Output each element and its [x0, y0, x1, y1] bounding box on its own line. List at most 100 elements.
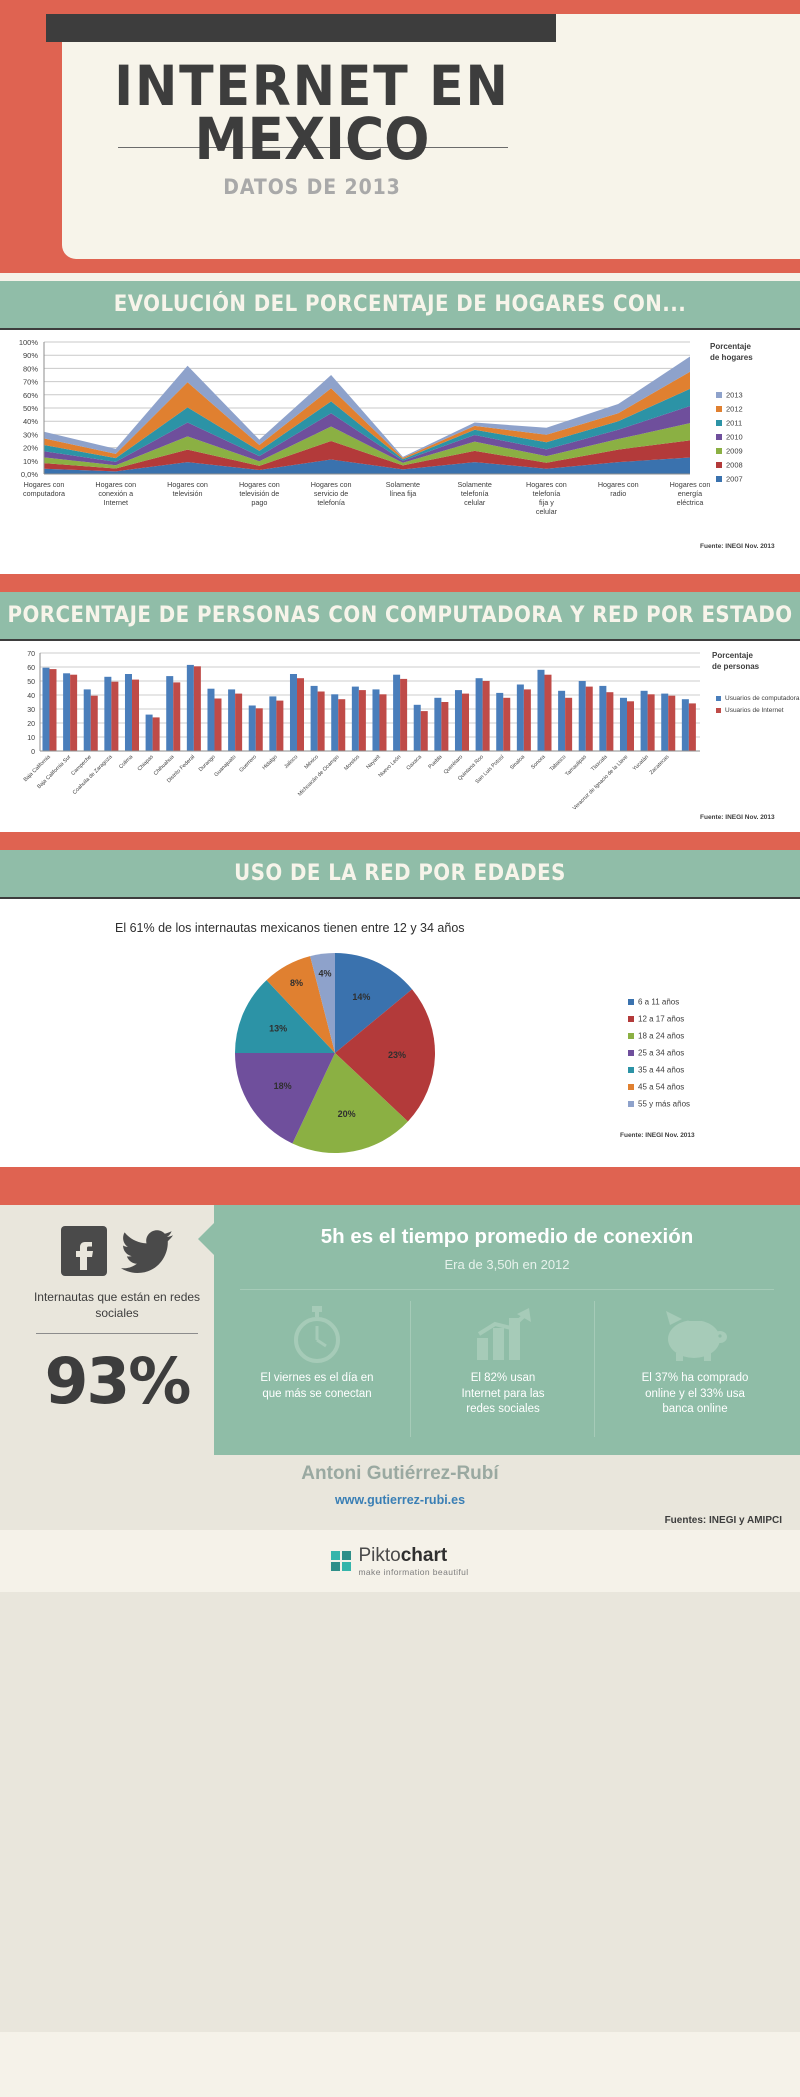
bar-xcat: Tlaxcala [590, 754, 608, 772]
bar [503, 697, 511, 751]
bar [83, 689, 91, 751]
footer-headline: 5h es el tiempo promedio de conexión [320, 1225, 694, 1248]
area-ytick: 10% [23, 457, 38, 466]
area-xcat: eléctrica [677, 498, 704, 507]
facebook-icon [61, 1226, 107, 1276]
pie-legend-item-2[interactable]: 18 a 24 años [628, 1031, 684, 1040]
bar [516, 684, 524, 751]
pie-legend-item-3[interactable]: 25 a 34 años [628, 1048, 684, 1057]
panel1-top-rule [0, 328, 800, 330]
pie-slice-6 [310, 953, 335, 1053]
social-caption-l2: sociales [95, 1306, 139, 1321]
area-legend-item-2010[interactable]: 2010 [716, 432, 743, 442]
area-legend-item-2008[interactable]: 2008 [716, 460, 743, 470]
bar [296, 678, 304, 751]
bar [482, 681, 490, 751]
bar [372, 689, 380, 751]
bar [214, 698, 222, 751]
bar-xcat: Chiapas [137, 754, 155, 772]
area-xcat: Solamente [386, 480, 420, 489]
author-url[interactable]: www.gutierrez-rubi.es [334, 1493, 466, 1507]
area-legend-item-2011[interactable]: 2011 [716, 418, 742, 428]
bar-legend-item-0[interactable]: Usuarios de computadora [716, 695, 799, 702]
page-subtitle: DATOS DE 2013 [223, 175, 401, 199]
pie-legend-item-1[interactable]: 12 a 17 años [628, 1014, 684, 1023]
bar-xcat: Querétaro [443, 754, 464, 775]
area-xcat: conexión a [98, 489, 133, 498]
legend-swatch [628, 1049, 634, 1056]
bar [434, 697, 442, 751]
area-legend-item-2013[interactable]: 2013 [716, 390, 743, 400]
bar [166, 676, 174, 751]
legend-swatch [716, 406, 722, 413]
pie-value-label: 8% [290, 978, 303, 988]
area-legend-item-2009[interactable]: 2009 [716, 446, 743, 456]
pie-legend-item-4[interactable]: 35 a 44 años [628, 1065, 684, 1074]
footer-cell-2: El 82% usan Internet para las redes soci… [418, 1371, 588, 1418]
pie-slice-3 [235, 1053, 335, 1144]
area-xcat: telefonía [461, 489, 489, 498]
pie-slice-5 [266, 956, 335, 1053]
area-legend-item-2012[interactable]: 2012 [716, 404, 743, 414]
section2-banner-label: PORCENTAJE DE PERSONAS CON COMPUTADORA Y… [7, 603, 793, 628]
legend-swatch [628, 1083, 634, 1090]
bar [317, 691, 325, 751]
legend-label: 18 a 24 años [638, 1031, 685, 1041]
bar [379, 694, 387, 751]
piktochart-logo-icon [331, 1551, 352, 1571]
pie-legend-item-0[interactable]: 6 a 11 años [628, 997, 679, 1006]
section1-banner-label: EVOLUCIÓN DEL PORCENTAJE DE HOGARES CON.… [113, 292, 687, 317]
piktochart-name-light: Pikto [358, 1545, 401, 1566]
bar [42, 667, 50, 751]
bar [393, 674, 401, 751]
hero-section: INTERNET EN MEXICO DATOS DE 2013 [0, 0, 800, 273]
bar-xcat: México [304, 754, 320, 770]
area-legend-title: Porcentaje de hogares [710, 342, 753, 364]
area-xcat: Hogares con [95, 480, 136, 489]
bar-xcat: Sinaloa [509, 754, 526, 771]
social-caption: Internautas que están en redes sociales [22, 1289, 212, 1321]
bar-ytick: 60 [27, 665, 35, 672]
area-xcat: Internet [104, 498, 128, 507]
bar [358, 690, 366, 751]
footer-cell-2-l3: redes sociales [466, 1403, 540, 1416]
legend-swatch [716, 420, 722, 427]
legend-label: 12 a 17 años [638, 1014, 685, 1024]
section3-banner: USO DE LA RED POR EDADES [0, 850, 800, 897]
hero-divider [118, 147, 508, 148]
pie-legend-item-6[interactable]: 55 y más años [628, 1099, 690, 1108]
area-xcat: Hogares con [670, 480, 711, 489]
bar [331, 694, 339, 751]
legend-label: 2010 [726, 432, 743, 442]
footer-cell-1-l2: que más se conectan [262, 1387, 372, 1400]
section2-source: Fuente: INEGI Nov. 2013 [700, 814, 775, 821]
bar-legend-title-l2: de personas [712, 661, 760, 671]
area-ytick: 30% [23, 430, 38, 439]
bar [63, 673, 71, 751]
area-ytick: 40% [23, 417, 38, 426]
pie-legend-item-5[interactable]: 45 a 54 años [628, 1082, 684, 1091]
legend-label: 35 a 44 años [638, 1065, 685, 1075]
legend-label: 45 a 54 años [638, 1082, 685, 1092]
legend-swatch [716, 448, 722, 455]
bar-xcat: Jalisco [283, 754, 299, 770]
area-legend-item-2007[interactable]: 2007 [716, 474, 743, 484]
bar-xcat: Oaxaca [406, 754, 423, 771]
section1-banner: EVOLUCIÓN DEL PORCENTAJE DE HOGARES CON.… [0, 281, 800, 328]
bar-ytick: 30 [27, 707, 35, 714]
bar [606, 692, 614, 751]
footer-section: Internautas que están en redes sociales … [0, 1205, 800, 2032]
bar [537, 669, 545, 751]
bar [111, 681, 119, 751]
section1-source: Fuente: INEGI Nov. 2013 [700, 543, 775, 550]
footer-cell-3-l1: El 37% ha comprado [641, 1372, 749, 1384]
bar-ytick: 0 [31, 749, 35, 756]
social-caption-l1: Internautas que están en redes [33, 1290, 201, 1304]
legend-label: 25 a 34 años [638, 1048, 685, 1058]
bar-legend-title-l1: Porcentaje [712, 651, 753, 660]
area-xcat: Solamente [457, 480, 491, 489]
bar-legend-item-1[interactable]: Usuarios de Internet [716, 707, 784, 714]
legend-swatch [716, 392, 722, 399]
piktochart-name-bold: chart [400, 1545, 448, 1566]
